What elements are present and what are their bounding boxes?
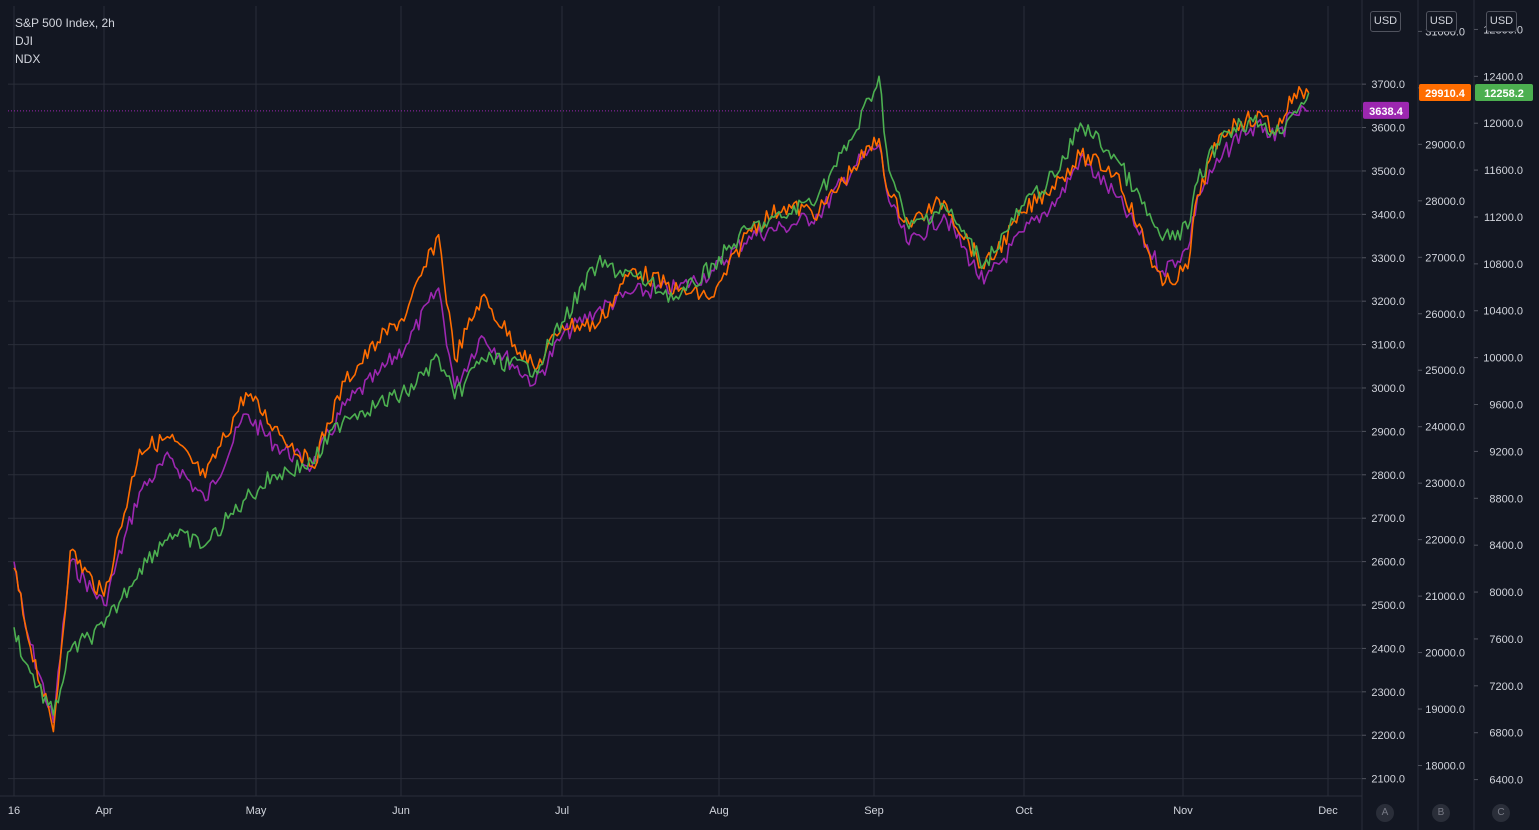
y-tick-label: 10800.0 <box>1483 259 1523 271</box>
axis-c-button[interactable]: C <box>1492 804 1510 822</box>
price-axis-c[interactable]: 6400.0 6800.0 7200.0 7600.0 8000.0 8400.0 8800… <box>1474 24 1523 787</box>
y-tick-label: 6400.0 <box>1489 775 1523 787</box>
y-tick-label: 21000.0 <box>1425 591 1465 603</box>
currency-badge-axis-c[interactable]: USD <box>1486 11 1517 32</box>
y-tick-label: 28000.0 <box>1425 196 1465 208</box>
y-tick-label: 2400.0 <box>1371 643 1405 655</box>
time-axis[interactable]: 16 Apr May Jun Jul Aug Sep Oct Nov Dec <box>8 805 1338 817</box>
y-tick-label: 3600.0 <box>1371 123 1405 135</box>
last-value-text: 3638.4 <box>1369 106 1404 118</box>
x-tick-label: Dec <box>1318 805 1338 817</box>
y-tick-label: 2600.0 <box>1371 557 1405 569</box>
y-tick-label: 2900.0 <box>1371 426 1405 438</box>
y-tick-label: 24000.0 <box>1425 422 1465 434</box>
legend-line-3: NDX <box>15 52 41 66</box>
x-tick-label: Nov <box>1173 805 1193 817</box>
y-tick-label: 8000.0 <box>1489 587 1523 599</box>
series-line-ndx <box>13 75 1310 716</box>
y-tick-label: 2200.0 <box>1371 730 1405 742</box>
y-tick-label: 3400.0 <box>1371 209 1405 221</box>
y-tick-label: 11600.0 <box>1484 165 1523 177</box>
y-tick-label: 7600.0 <box>1489 634 1523 646</box>
series-layer <box>13 75 1310 733</box>
axis-separators <box>0 0 1475 830</box>
y-tick-label: 3300.0 <box>1371 253 1405 265</box>
currency-badge-axis-a[interactable]: USD <box>1370 11 1401 32</box>
y-tick-label: 29000.0 <box>1425 139 1465 151</box>
y-tick-label: 3200.0 <box>1371 296 1405 308</box>
x-tick-label: Jun <box>392 805 410 817</box>
axis-a-button[interactable]: A <box>1376 804 1394 822</box>
y-tick-label: 3000.0 <box>1371 383 1405 395</box>
y-tick-label: 20000.0 <box>1425 648 1465 660</box>
y-tick-label: 2500.0 <box>1371 600 1405 612</box>
y-tick-label: 7200.0 <box>1489 681 1523 693</box>
legend-line-2: DJI <box>15 34 33 48</box>
x-tick-label: Oct <box>1015 805 1032 817</box>
y-tick-label: 25000.0 <box>1425 365 1465 377</box>
y-tick-label: 9600.0 <box>1489 400 1523 412</box>
y-tick-label: 3500.0 <box>1371 166 1405 178</box>
y-tick-label: 19000.0 <box>1425 704 1465 716</box>
y-tick-label: 6800.0 <box>1489 728 1523 740</box>
y-tick-label: 2800.0 <box>1371 470 1405 482</box>
last-value-tag-dji: 29910.4 <box>1419 83 1471 101</box>
chart-grid <box>8 6 1362 796</box>
last-value-text: 12258.2 <box>1484 88 1524 100</box>
last-value-text: 29910.4 <box>1425 88 1466 100</box>
currency-badge-axis-b[interactable]: USD <box>1426 11 1457 32</box>
y-tick-label: 3100.0 <box>1371 340 1405 352</box>
y-tick-label: 10000.0 <box>1483 353 1523 365</box>
y-tick-label: 8400.0 <box>1489 540 1523 552</box>
y-tick-label: 10400.0 <box>1483 306 1523 318</box>
price-axis-a[interactable]: 2100.0 2200.0 2300.0 2400.0 2500.0 2600.0 2700… <box>1362 79 1405 786</box>
y-tick-label: 2300.0 <box>1371 687 1405 699</box>
y-tick-label: 8800.0 <box>1489 493 1523 505</box>
y-tick-label: 3700.0 <box>1371 79 1405 91</box>
x-tick-label: 16 <box>8 805 20 817</box>
last-value-tags: 3638.4 29910.4 12258.2 <box>1363 83 1533 119</box>
x-tick-label: May <box>246 805 267 817</box>
y-tick-label: 12400.0 <box>1483 71 1523 83</box>
x-tick-label: Jul <box>555 805 569 817</box>
y-tick-label: 2700.0 <box>1371 513 1405 525</box>
y-tick-label: 11200.0 <box>1484 212 1523 224</box>
x-tick-label: Sep <box>864 805 884 817</box>
legend-title: S&P 500 Index, 2h <box>15 16 115 30</box>
y-tick-label: 2100.0 <box>1371 774 1405 786</box>
y-tick-label: 18000.0 <box>1425 761 1465 773</box>
y-tick-label: 27000.0 <box>1425 252 1465 264</box>
x-tick-label: Aug <box>709 805 729 817</box>
series-line-dji <box>13 86 1310 733</box>
y-tick-label: 9200.0 <box>1489 446 1523 458</box>
y-tick-label: 23000.0 <box>1425 478 1465 490</box>
last-value-tag-ndx: 12258.2 <box>1475 83 1533 101</box>
last-value-tag-s-p-500-index: 3638.4 <box>1363 101 1409 119</box>
y-tick-label: 22000.0 <box>1425 535 1465 547</box>
price-axis-b[interactable]: 18000.0 19000.0 20000.0 21000.0 22000.0 23000… <box>1418 26 1465 773</box>
y-tick-label: 12000.0 <box>1483 118 1523 130</box>
x-tick-label: Apr <box>95 805 112 817</box>
y-tick-label: 26000.0 <box>1425 309 1465 321</box>
axis-b-button[interactable]: B <box>1432 804 1450 822</box>
chart-legend: S&P 500 Index, 2h DJI NDX <box>15 14 115 68</box>
